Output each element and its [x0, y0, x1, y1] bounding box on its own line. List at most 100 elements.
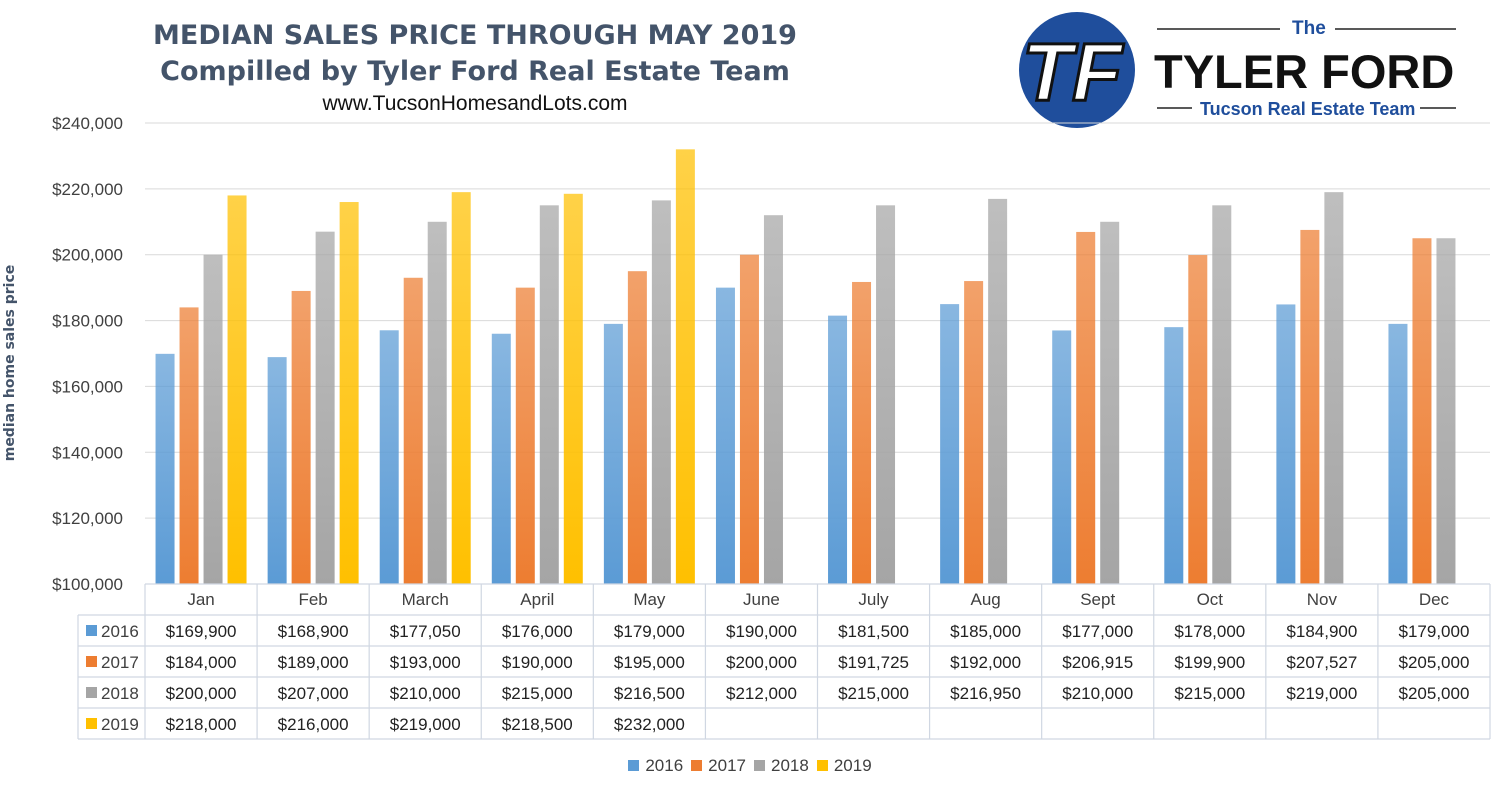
data-label: $181,500: [838, 622, 909, 641]
x-tick-label: Aug: [971, 590, 1001, 609]
data-label: $219,000: [390, 715, 461, 734]
data-label: $200,000: [726, 653, 797, 672]
bar-2018-jan: [203, 254, 223, 584]
table-legend-swatch-2016: [86, 625, 97, 636]
legend-swatch: [628, 760, 640, 771]
data-label: $207,000: [278, 684, 349, 703]
bar-2018-oct: [1212, 205, 1232, 585]
bar-2017-june: [739, 254, 759, 584]
bar-2018-march: [427, 221, 447, 585]
title-block: MEDIAN SALES PRICE THROUGH MAY 2019 Comp…: [150, 18, 800, 118]
data-label: $210,000: [1062, 684, 1133, 703]
y-tick-label: $220,000: [52, 180, 123, 199]
bar-2016-aug: [940, 304, 960, 584]
data-label: $189,000: [278, 653, 349, 672]
legend-item-2017: 2017: [691, 756, 746, 776]
bar-2016-may: [603, 323, 623, 584]
data-label: $191,725: [838, 653, 909, 672]
data-label: $168,900: [278, 622, 349, 641]
bar-2017-feb: [291, 290, 311, 584]
table-series-name: 2016: [101, 622, 139, 641]
y-tick-label: $200,000: [52, 246, 123, 265]
bar-2017-may: [627, 271, 647, 584]
y-tick-label: $180,000: [52, 312, 123, 331]
bar-2016-oct: [1164, 327, 1184, 584]
data-label: $169,900: [166, 622, 237, 641]
bar-2016-march: [379, 330, 399, 584]
bar-2018-nov: [1324, 192, 1344, 584]
legend: 2016 2017 2018 2019: [0, 756, 1500, 776]
bar-2016-june: [715, 287, 735, 584]
bar-2016-july: [828, 315, 848, 584]
data-label: $216,000: [278, 715, 349, 734]
bar-2018-feb: [315, 231, 335, 584]
data-label: $178,000: [1174, 622, 1245, 641]
x-tick-label: Dec: [1419, 590, 1450, 609]
bar-2017-jan: [179, 307, 199, 584]
website-url: www.TucsonHomesandLots.com: [322, 92, 628, 115]
data-label: $184,900: [1286, 622, 1357, 641]
logo-graphic: TF: [1019, 12, 1456, 128]
legend-swatch: [754, 760, 765, 771]
chart-title: MEDIAN SALES PRICE THROUGH MAY 2019: [153, 20, 797, 51]
data-label: $232,000: [614, 715, 685, 734]
data-label: $219,000: [1286, 684, 1357, 703]
data-label: $215,000: [502, 684, 573, 703]
legend-swatch: [691, 760, 703, 771]
data-label: $192,000: [950, 653, 1021, 672]
table-legend-swatch-2018: [86, 687, 97, 698]
legend-label: 2016: [645, 756, 684, 775]
bar-2018-april: [539, 205, 559, 585]
chart-subtitle: Compilled by Tyler Ford Real Estate Team: [160, 56, 790, 87]
x-tick-label: Feb: [298, 590, 327, 609]
legend-label: 2019: [833, 756, 872, 775]
y-tick-label: $120,000: [52, 509, 123, 528]
x-tick-label: Sept: [1080, 590, 1115, 609]
bar-2019-feb: [339, 202, 359, 584]
x-tick-label: April: [520, 590, 554, 609]
bar-2019-april: [563, 193, 583, 584]
legend-label: 2018: [771, 756, 809, 775]
bar-2017-sept: [1076, 231, 1096, 584]
table-legend-swatch-2019: [86, 718, 97, 729]
bar-2016-jan: [155, 353, 175, 584]
bar-2017-oct: [1188, 255, 1208, 584]
bar-2018-sept: [1100, 221, 1120, 585]
data-label: $216,500: [614, 684, 685, 703]
table-series-name: 2019: [101, 715, 139, 734]
data-label: $218,500: [502, 715, 573, 734]
data-label: $210,000: [390, 684, 461, 703]
logo-subtitle: Tucson Real Estate Team: [1200, 99, 1416, 119]
data-label: $218,000: [166, 715, 237, 734]
bar-2018-may: [651, 200, 671, 584]
data-label: $184,000: [166, 653, 237, 672]
bar-2016-sept: [1052, 330, 1072, 584]
x-tick-label: May: [633, 590, 666, 609]
bar-2017-dec: [1412, 238, 1432, 584]
data-label: $190,000: [502, 653, 573, 672]
logo-circle: [1019, 12, 1135, 128]
data-label: $195,000: [614, 653, 685, 672]
table-series-name: 2017: [101, 653, 139, 672]
data-label: $207,527: [1286, 653, 1357, 672]
legend-swatch: [816, 760, 828, 771]
data-label: $206,915: [1062, 653, 1133, 672]
table-legend-swatch-2017: [86, 656, 97, 667]
x-tick-label: Nov: [1307, 590, 1338, 609]
y-tick-label: $240,000: [52, 114, 123, 133]
legend-item-2019: 2019: [816, 756, 872, 776]
x-tick-label: Oct: [1197, 590, 1224, 609]
bar-2019-jan: [227, 195, 247, 584]
data-label: $177,050: [390, 622, 461, 641]
x-tick-label: March: [402, 590, 449, 609]
y-tick-label: $140,000: [52, 443, 123, 462]
legend-label: 2017: [708, 756, 746, 775]
bar-2018-aug: [988, 198, 1008, 584]
x-tick-label: Jan: [187, 590, 214, 609]
logo-monogram: TF: [1022, 27, 1124, 118]
bar-2016-april: [491, 333, 511, 584]
data-label: $179,000: [614, 622, 685, 641]
logo-the: The: [1292, 18, 1326, 39]
bar-2018-june: [763, 215, 783, 584]
